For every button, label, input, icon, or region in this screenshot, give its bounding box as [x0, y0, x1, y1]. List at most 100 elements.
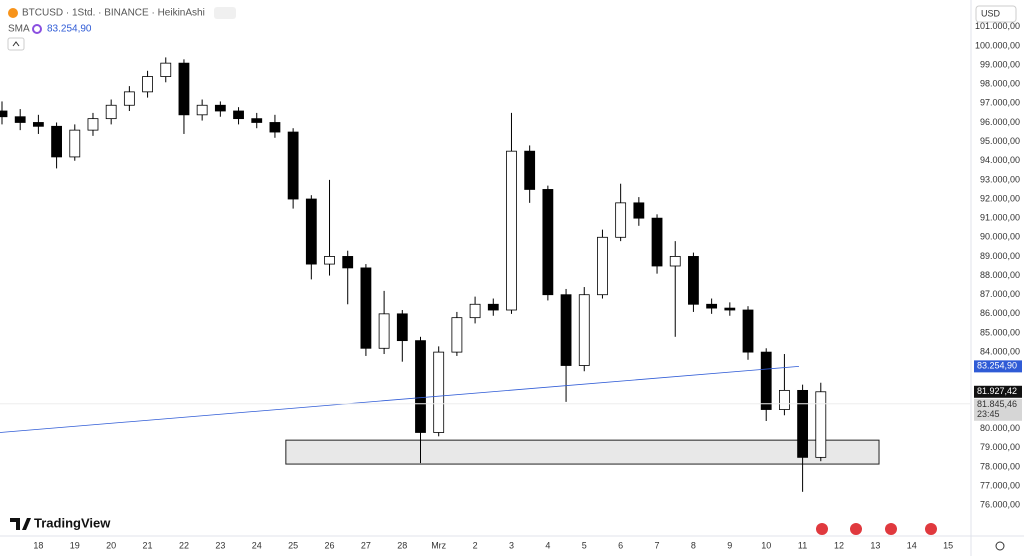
candle-body: [32, 122, 44, 127]
candle-body: [178, 62, 190, 116]
x-tick-label: 25: [288, 540, 298, 550]
symbol-icon: [8, 8, 18, 18]
candle-body: [451, 317, 463, 353]
y-tick-label: 91.000,00: [980, 213, 1020, 223]
x-tick-label: 3: [509, 540, 514, 550]
candle-body: [506, 150, 517, 311]
x-tick-label: 5: [582, 540, 587, 550]
y-tick-label: 89.000,00: [980, 251, 1020, 261]
candle-body: [142, 76, 153, 93]
zone: [285, 439, 880, 465]
y-tick-label: 101.000,00: [975, 21, 1020, 31]
x-tick-label: 27: [361, 540, 371, 550]
candle-body: [305, 198, 317, 265]
candle-body: [0, 110, 8, 118]
event-flag[interactable]: [925, 523, 937, 535]
candle-body: [14, 116, 26, 123]
brand: TradingView: [34, 515, 111, 530]
candle-body: [669, 256, 681, 267]
event-flag[interactable]: [816, 523, 828, 535]
candle-body: [760, 351, 772, 410]
x-tick-label: 13: [870, 540, 880, 550]
candle-body: [542, 189, 554, 296]
candle-body: [69, 129, 81, 158]
x-tick-label: 11: [798, 540, 807, 550]
y-tick-label: 96.000,00: [980, 117, 1020, 127]
y-tick-label: 98.000,00: [980, 79, 1020, 89]
y-tick-label: 94.000,00: [980, 155, 1020, 165]
candle-body: [233, 110, 244, 120]
y-tick-label: 80.000,00: [980, 423, 1020, 433]
candle-body: [214, 104, 226, 112]
logo: TradingView: [10, 515, 111, 530]
candle-body: [360, 267, 372, 349]
y-tick-label: 76.000,00: [980, 500, 1020, 510]
candle-body: [196, 104, 208, 116]
event-flag[interactable]: [885, 523, 897, 535]
candle-body: [123, 91, 135, 106]
sma-line: [0, 365, 799, 433]
event-flags: [816, 523, 937, 535]
candle-body: [597, 236, 608, 296]
x-tick-label: 20: [106, 540, 116, 550]
y-tick-label: 78.000,00: [980, 461, 1020, 471]
prev-price-tag: [974, 398, 1022, 421]
collapse-icon: [12, 41, 20, 47]
indicator-value: 83.254,90: [47, 24, 92, 35]
y-tick-label: 92.000,00: [980, 193, 1020, 203]
y-tick-label: 95.000,00: [980, 136, 1020, 146]
candle-body: [87, 118, 99, 131]
candle-body: [469, 303, 481, 319]
candle-body: [797, 389, 809, 458]
candle-body: [651, 217, 663, 267]
sma-tag: [974, 360, 1022, 373]
settings-button[interactable]: [995, 541, 1005, 551]
candle-body: [706, 303, 718, 309]
x-tick-label: 19: [70, 540, 80, 550]
price-tag-label: 81.927,42: [977, 386, 1017, 396]
y-tick-label: 87.000,00: [980, 289, 1020, 299]
countdown: 23:45: [977, 409, 1000, 419]
candle-body: [342, 256, 354, 269]
candle-body: [433, 351, 445, 433]
x-tick-label: 23: [215, 540, 225, 550]
prev-price-label: 81.845,46: [977, 399, 1017, 409]
collapse-button[interactable]: [7, 37, 25, 51]
y-tick-label: 86.000,00: [980, 308, 1020, 318]
candle-body: [287, 131, 299, 200]
x-tick-label: 4: [545, 540, 550, 550]
indicator-toggle[interactable]: [214, 7, 236, 19]
x-tick-label: 18: [33, 540, 43, 550]
x-tick-label: 15: [943, 540, 953, 550]
candle-body: [815, 391, 827, 458]
y-tick-label: 77.000,00: [980, 480, 1020, 490]
logo-mark: [10, 518, 31, 530]
currency-label: USD: [981, 8, 1001, 18]
y-tick-label: 100.000,00: [975, 40, 1020, 50]
candle-body: [560, 294, 572, 366]
candle-body: [779, 389, 790, 410]
x-tick-label: Mrz: [431, 540, 446, 550]
event-flag[interactable]: [850, 523, 862, 535]
x-tick-label: 24: [252, 540, 262, 550]
chart-title: BTCUSD · 1Std. · BINANCE · HeikinAshi: [22, 8, 205, 19]
x-tick-label: 21: [143, 540, 153, 550]
y-tick-label: 79.000,00: [980, 442, 1020, 452]
currency-button[interactable]: [975, 5, 1017, 23]
candle-body: [324, 256, 335, 265]
x-tick-label: 6: [618, 540, 623, 550]
x-tick-label: 14: [907, 540, 917, 550]
candle-body: [524, 150, 536, 190]
x-tick-label: 26: [325, 540, 335, 550]
candle-body: [415, 340, 426, 433]
indicator-icon: [32, 24, 42, 34]
candle-body: [633, 202, 645, 219]
x-tick-label: 7: [655, 540, 660, 550]
candle-body: [269, 122, 281, 133]
candle-body: [105, 104, 117, 120]
x-tick-label: 8: [691, 540, 696, 550]
candle-body: [487, 303, 499, 311]
y-tick-label: 85.000,00: [980, 327, 1020, 337]
candle-body: [688, 256, 699, 305]
